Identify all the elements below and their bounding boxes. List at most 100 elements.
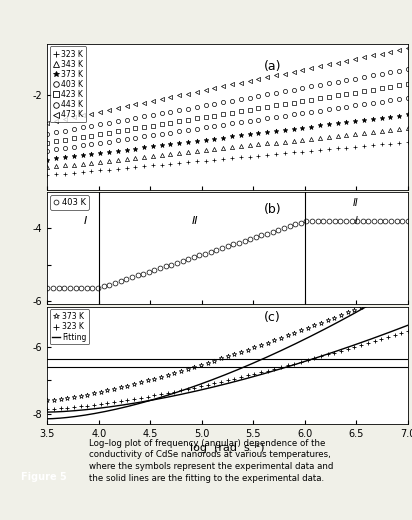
443 K bbox=[194, 104, 199, 110]
403 K bbox=[229, 120, 234, 126]
423 K bbox=[71, 135, 76, 141]
443 K bbox=[159, 110, 164, 116]
473 K bbox=[45, 120, 50, 126]
373 K bbox=[318, 122, 323, 128]
403 K bbox=[54, 146, 59, 152]
403 K bbox=[326, 106, 331, 112]
403 K bbox=[197, 252, 202, 258]
443 K bbox=[335, 79, 340, 85]
373 K bbox=[247, 131, 252, 137]
343 K bbox=[318, 135, 323, 141]
373 K bbox=[159, 142, 164, 148]
343 K bbox=[335, 133, 340, 139]
323 K bbox=[71, 170, 76, 176]
403 K bbox=[360, 218, 365, 224]
403 K bbox=[256, 116, 261, 123]
473 K bbox=[212, 85, 217, 91]
373 K bbox=[54, 155, 59, 162]
403 K bbox=[361, 101, 366, 107]
403 K bbox=[80, 142, 85, 149]
343 K bbox=[124, 155, 129, 162]
323 K bbox=[89, 168, 94, 174]
323 K bbox=[361, 143, 366, 149]
403 K bbox=[106, 138, 111, 145]
443 K bbox=[150, 112, 155, 118]
323 K bbox=[124, 165, 129, 171]
403 K bbox=[115, 137, 120, 144]
473 K bbox=[405, 45, 410, 51]
473 K bbox=[177, 92, 182, 98]
403 K bbox=[274, 114, 279, 120]
343 K bbox=[326, 134, 331, 140]
403 K bbox=[247, 118, 252, 124]
443 K bbox=[212, 101, 217, 107]
473 K bbox=[168, 94, 173, 100]
403 K bbox=[335, 105, 340, 111]
343 K bbox=[388, 127, 393, 133]
323 K bbox=[80, 169, 85, 175]
443 K bbox=[326, 80, 331, 86]
473 K bbox=[239, 80, 243, 86]
443 K bbox=[300, 85, 305, 91]
Line: 373 K: 373 K bbox=[45, 112, 410, 162]
323 K bbox=[132, 396, 137, 402]
403 K bbox=[353, 102, 358, 109]
443 K bbox=[344, 77, 349, 83]
403 K bbox=[379, 98, 384, 105]
423 K bbox=[185, 116, 190, 123]
423 K bbox=[247, 107, 252, 113]
403 K bbox=[168, 129, 173, 136]
473 K bbox=[106, 107, 111, 113]
403 K bbox=[63, 145, 68, 151]
473 K bbox=[361, 54, 366, 60]
373 K bbox=[89, 151, 94, 157]
443 K bbox=[291, 86, 296, 93]
Line: 423 K: 423 K bbox=[45, 82, 410, 145]
343 K bbox=[229, 144, 234, 150]
403 K bbox=[318, 108, 323, 114]
323 K bbox=[185, 159, 190, 165]
343 K bbox=[133, 155, 138, 161]
403 K bbox=[388, 97, 393, 103]
473 K bbox=[159, 96, 164, 102]
X-axis label: log  (rad  s⁻¹): log (rad s⁻¹) bbox=[190, 443, 265, 453]
443 K bbox=[63, 127, 68, 134]
473 K bbox=[256, 76, 261, 82]
403 K bbox=[152, 267, 157, 273]
323 K bbox=[265, 152, 270, 158]
343 K bbox=[150, 153, 155, 159]
323 K bbox=[85, 402, 90, 409]
423 K bbox=[168, 120, 173, 126]
323 K bbox=[370, 142, 375, 148]
473 K bbox=[63, 116, 68, 122]
323 K bbox=[45, 172, 50, 178]
403 K bbox=[89, 141, 94, 147]
423 K bbox=[318, 95, 323, 101]
343 K bbox=[71, 161, 76, 167]
343 K bbox=[300, 137, 305, 143]
423 K bbox=[397, 82, 402, 88]
473 K bbox=[80, 112, 85, 119]
323 K bbox=[344, 145, 349, 151]
423 K bbox=[142, 124, 147, 130]
443 K bbox=[142, 113, 147, 120]
443 K bbox=[353, 75, 358, 82]
403 K bbox=[159, 131, 164, 137]
Text: II: II bbox=[192, 216, 198, 226]
343 K bbox=[80, 161, 85, 167]
443 K bbox=[80, 124, 85, 131]
343 K bbox=[405, 125, 410, 132]
443 K bbox=[71, 126, 76, 132]
403 K bbox=[239, 119, 243, 125]
343 K bbox=[370, 129, 375, 135]
403 K bbox=[203, 124, 208, 131]
473 K bbox=[397, 47, 402, 53]
323 K bbox=[177, 160, 182, 166]
373 K bbox=[45, 397, 50, 404]
403 K bbox=[45, 285, 50, 291]
373 K bbox=[203, 137, 208, 143]
423 K bbox=[300, 98, 305, 105]
373 K bbox=[63, 154, 68, 161]
403 K bbox=[221, 122, 226, 128]
323 K bbox=[353, 144, 358, 150]
